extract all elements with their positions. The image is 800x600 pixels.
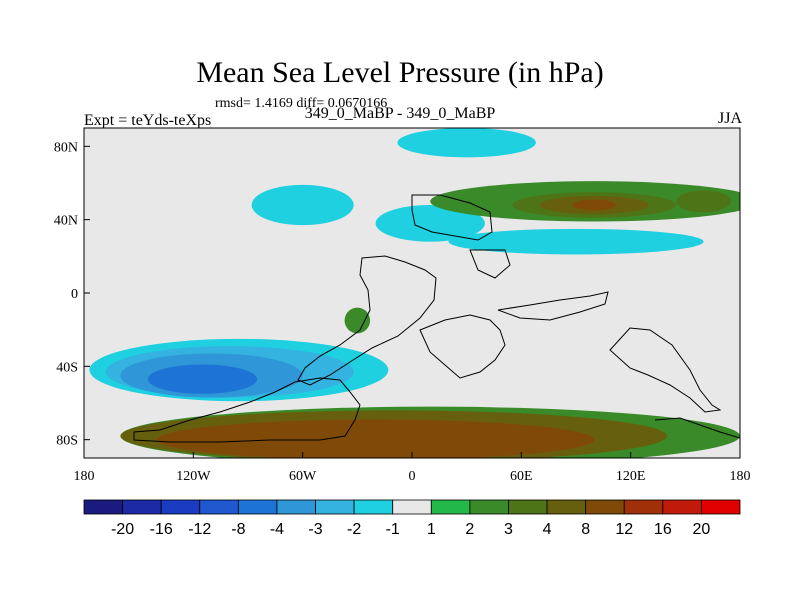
- x-tick-label: 60E: [510, 469, 533, 484]
- coastline-greenland: [469, 249, 511, 279]
- colorbar-swatch: [353, 499, 394, 515]
- y-tick-label: 80N: [54, 140, 78, 155]
- colorbar-swatch: [237, 499, 278, 515]
- coastline-south-america: [297, 255, 437, 386]
- field-region-south-pacific-low-8: [147, 364, 258, 394]
- coastline-north-america: [411, 194, 493, 241]
- season-label: JJA: [717, 110, 742, 127]
- field-region-west-pacific-positive: [676, 190, 731, 213]
- colorbar-swatch: [276, 499, 316, 515]
- field-region-asia-positive-8: [572, 199, 617, 211]
- colorbar-swatch: [83, 499, 123, 515]
- colorbar-swatch: [469, 499, 509, 515]
- colorbar-swatch: [701, 499, 741, 515]
- colorbar-label: 2: [465, 521, 474, 538]
- x-tick-label: 120E: [616, 469, 646, 484]
- colorbar-swatch: [662, 499, 702, 515]
- coastline-antarctica: [133, 377, 361, 443]
- colorbar-label: -2: [347, 521, 361, 538]
- x-tick-label: 180: [730, 469, 751, 484]
- field-region-arctic-negative: [397, 128, 536, 158]
- rmsd-diff-text: rmsd= 1.4169 diff= 0.0670166: [215, 96, 388, 111]
- y-tick-label: 80S: [56, 434, 78, 449]
- colorbar-label: -8: [231, 521, 245, 538]
- y-tick-label: 40N: [54, 214, 78, 229]
- y-tick-label: 40S: [56, 360, 78, 375]
- colorbar-label: 16: [654, 521, 672, 538]
- colorbar-label: -3: [308, 521, 322, 538]
- coastline-asia-islands: [497, 291, 609, 321]
- coastline-africa: [419, 314, 506, 379]
- field-region-north-atlantic-negative: [375, 205, 485, 242]
- x-tick-label: 60W: [289, 469, 317, 484]
- colorbar-label: -12: [188, 521, 211, 538]
- colorbar-swatch: [199, 499, 239, 515]
- colorbar-label: 1: [427, 521, 436, 538]
- field-region-north-pacific-negative: [251, 184, 354, 226]
- colorbar-swatch: [546, 499, 587, 515]
- colorbar-label: -1: [386, 521, 400, 538]
- colorbar-label: 8: [581, 521, 590, 538]
- colorbar-label: 4: [543, 521, 552, 538]
- colorbar-label: 12: [615, 521, 633, 538]
- field-region-antarctic-positive-8: [156, 419, 595, 458]
- chart-title: Mean Sea Level Pressure (in hPa): [196, 56, 604, 89]
- colorbar-swatch: [623, 499, 664, 515]
- colorbar-label: -4: [270, 521, 284, 538]
- coastline-southern-ocean: [654, 417, 740, 439]
- x-tick-label: 120W: [176, 469, 211, 484]
- colorbar-swatch: [160, 499, 201, 515]
- colorbar-swatch: [585, 499, 625, 515]
- x-tick-label: 180: [74, 469, 95, 484]
- experiment-periods-label: 349_0_MaBP - 349_0_MaBP: [304, 105, 496, 122]
- colorbar-swatch: [430, 499, 471, 515]
- experiment-label: Expt = teYds-teXps: [84, 112, 212, 129]
- colorbar-label: 3: [504, 521, 513, 538]
- x-tick-label: 0: [409, 469, 416, 484]
- colorbar-swatch: [315, 499, 355, 515]
- colorbar-label: -20: [111, 521, 134, 538]
- field-region-subtropical-negative: [448, 228, 704, 255]
- y-tick-label: 0: [71, 287, 78, 302]
- colorbar-swatch: [392, 499, 432, 515]
- colorbar-swatch: [122, 499, 162, 515]
- colorbar-label: 20: [693, 521, 711, 538]
- colorbar-swatch: [508, 499, 548, 515]
- coastline-australia: [609, 327, 722, 413]
- colorbar-label: -16: [150, 521, 173, 538]
- field-region-tropical-positive: [344, 307, 371, 334]
